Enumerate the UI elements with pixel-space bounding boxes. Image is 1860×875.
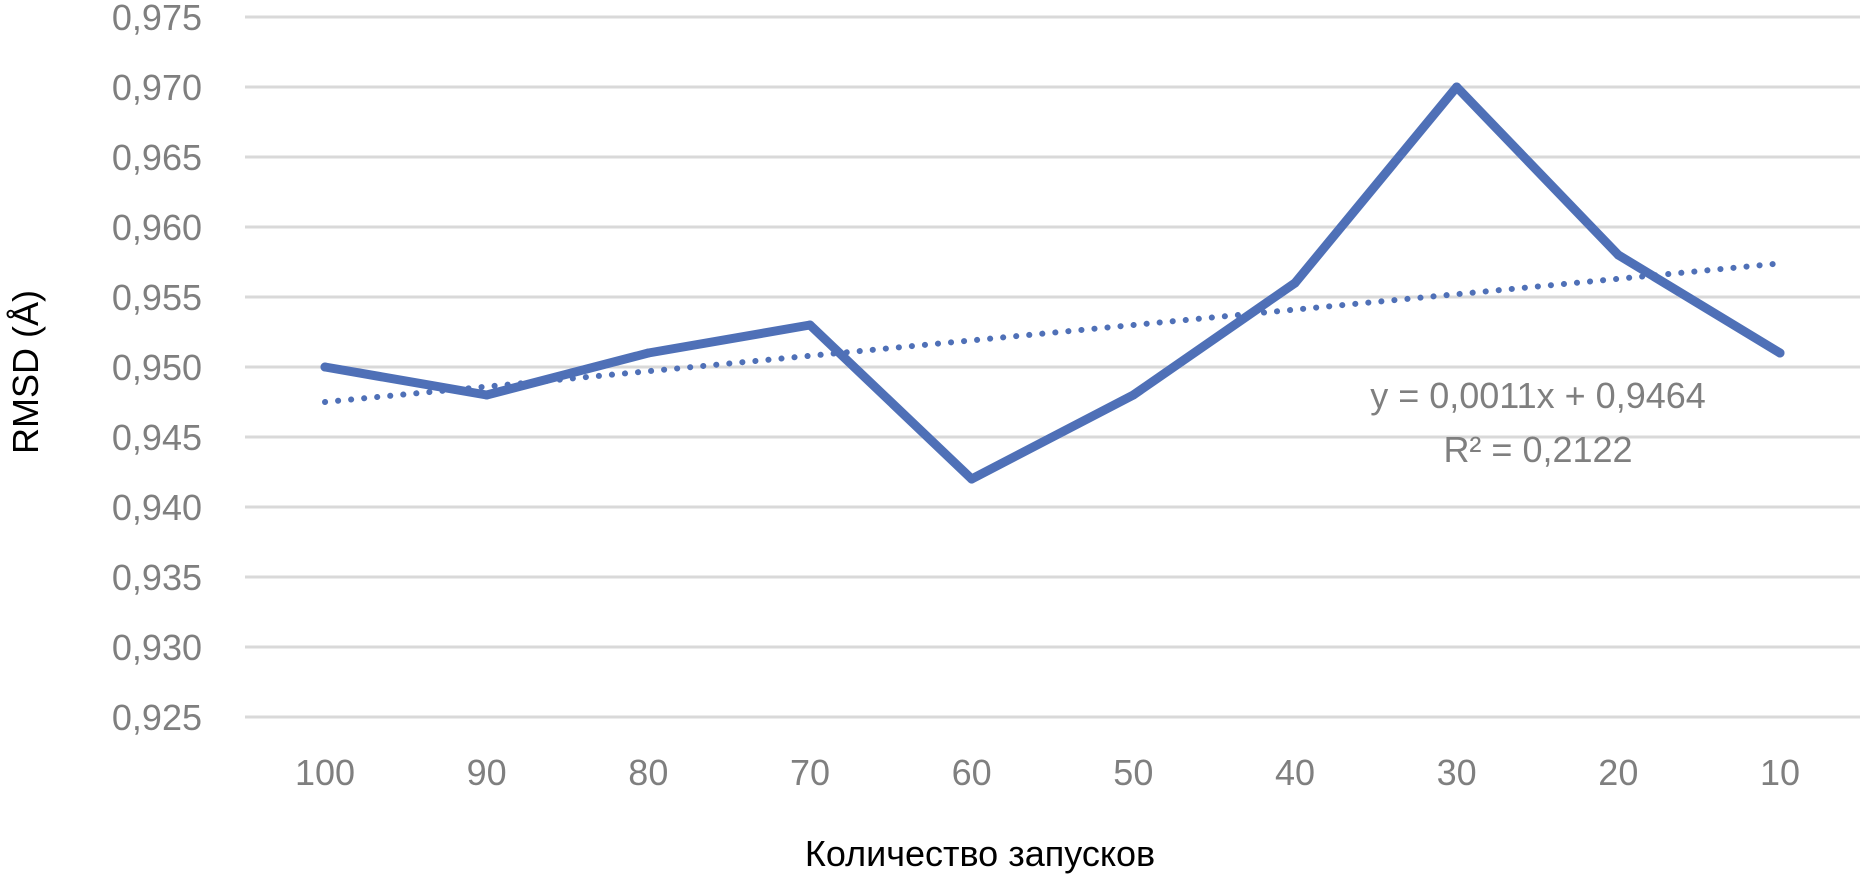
data-point (1290, 278, 1300, 288)
trendline (322, 260, 1783, 405)
y-axis-tick-labels: 0,925 0,930 0,935 0,940 0,945 0,950 0,955 0,960… (112, 0, 202, 738)
data-point (643, 348, 653, 358)
x-tick-label: 90 (467, 752, 507, 793)
trendline-line (322, 260, 1783, 405)
y-tick-label: 0,950 (112, 347, 202, 388)
x-tick-label: 10 (1760, 752, 1800, 793)
data-point (967, 474, 977, 484)
trendline-equation: y = 0,0011x + 0,9464 (1370, 375, 1706, 416)
series-lines (320, 82, 1785, 484)
x-tick-label: 80 (628, 752, 668, 793)
trendline-r-squared: R² = 0,2122 (1443, 429, 1632, 470)
x-axis-tick-labels: 100 90 80 70 60 50 40 30 20 10 (295, 752, 1800, 793)
y-axis-title: RMSD (Å) (5, 290, 46, 454)
data-point (482, 390, 492, 400)
data-point (805, 320, 815, 330)
x-axis-title: Количество запусков (805, 833, 1155, 874)
y-tick-label: 0,960 (112, 207, 202, 248)
y-tick-label: 0,930 (112, 627, 202, 668)
y-tick-label: 0,955 (112, 277, 202, 318)
y-tick-label: 0,925 (112, 697, 202, 738)
data-point (320, 362, 330, 372)
y-tick-label: 0,940 (112, 487, 202, 528)
x-tick-label: 70 (790, 752, 830, 793)
x-tick-label: 40 (1275, 752, 1315, 793)
y-tick-label: 0,970 (112, 67, 202, 108)
y-tick-label: 0,965 (112, 137, 202, 178)
x-tick-label: 20 (1598, 752, 1638, 793)
x-tick-label: 100 (295, 752, 355, 793)
y-tick-label: 0,935 (112, 557, 202, 598)
data-point (1775, 348, 1785, 358)
y-tick-label: 0,945 (112, 417, 202, 458)
data-point (1452, 82, 1462, 92)
gridlines (245, 15, 1860, 719)
data-point (1128, 390, 1138, 400)
series-line (320, 82, 1785, 484)
x-tick-label: 60 (952, 752, 992, 793)
data-point (1613, 250, 1623, 260)
y-tick-label: 0,975 (112, 0, 202, 38)
x-tick-label: 50 (1113, 752, 1153, 793)
x-tick-label: 30 (1437, 752, 1477, 793)
